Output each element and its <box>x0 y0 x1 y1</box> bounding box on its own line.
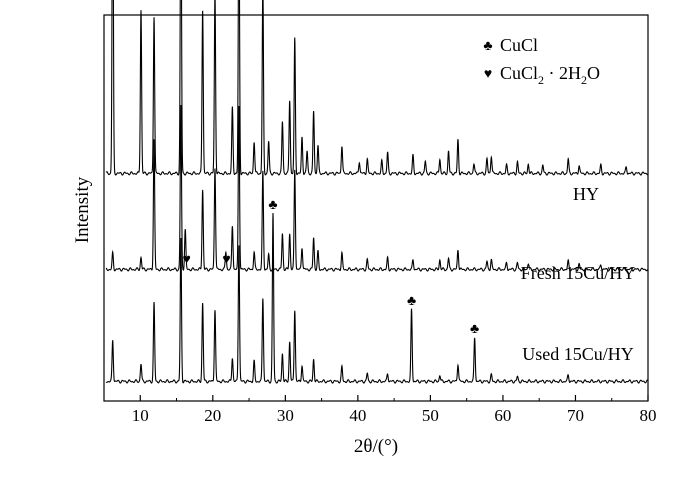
trace-fresh-15cu-hy <box>105 105 648 272</box>
annotations-group: ♥ ♥ ♣ ♣ ♣ <box>183 198 480 337</box>
legend-label-cucl2-2h2o: CuCl2 · 2H2O <box>500 63 600 87</box>
x-tick-label-40: 40 <box>349 406 366 425</box>
club-marker-3: ♣ <box>407 294 416 309</box>
series-label-hy: HY <box>573 184 599 204</box>
club-marker-2: ♣ <box>268 198 277 213</box>
x-tick-label-70: 70 <box>567 406 584 425</box>
x-tick-label-80: 80 <box>640 406 657 425</box>
legend-club-icon: ♣ <box>483 39 492 54</box>
series-label-used-15cu-hy: Used 15Cu/HY <box>522 344 634 364</box>
legend-heart-icon: ♥ <box>484 67 492 82</box>
legend-label-cucl: CuCl <box>500 35 538 55</box>
traces-group: HY Fresh 15Cu/HY Used 15Cu/HY <box>105 0 648 384</box>
x-tick-label-30: 30 <box>277 406 294 425</box>
plot-frame <box>103 14 649 402</box>
trace-used-15cu-hy <box>105 213 648 384</box>
y-axis-label: Intensity <box>72 176 93 243</box>
x-tick-label-60: 60 <box>494 406 511 425</box>
heart-marker-0: ♥ <box>183 252 191 267</box>
x-tick-label-20: 20 <box>204 406 221 425</box>
legend: ♣ CuCl ♥ CuCl2 · 2H2O <box>483 35 600 87</box>
series-label-fresh-15cu-hy: Fresh 15Cu/HY <box>521 263 636 283</box>
trace-hy <box>105 0 648 176</box>
club-marker-4: ♣ <box>470 322 479 337</box>
x-tick-label-10: 10 <box>132 406 149 425</box>
heart-marker-1: ♥ <box>222 252 230 267</box>
x-axis-label: 2θ/(°) <box>354 436 398 457</box>
x-ticks-group: 10 20 30 40 50 60 70 80 <box>103 395 657 425</box>
x-tick-label-50: 50 <box>422 406 439 425</box>
